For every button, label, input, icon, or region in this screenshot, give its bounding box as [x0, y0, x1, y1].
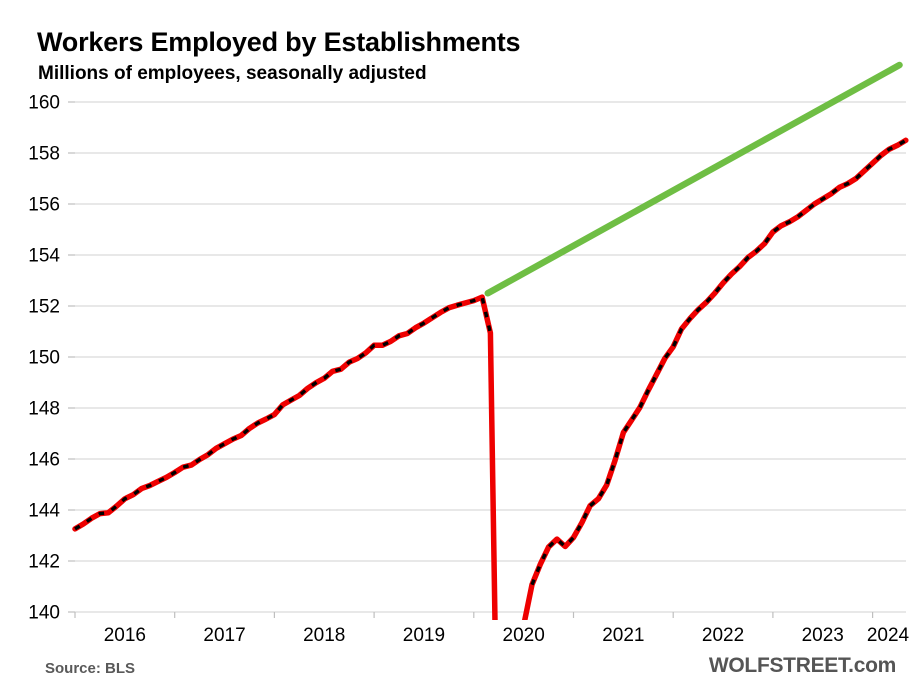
payroll-line — [72, 137, 909, 620]
x-tick-label: 2018 — [303, 625, 345, 646]
y-tick-label: 156 — [28, 195, 60, 216]
x-tick-label: 2022 — [702, 625, 744, 646]
y-tick-label: 146 — [28, 450, 60, 471]
x-tick-label: 2021 — [602, 625, 644, 646]
x-tick-label: 2017 — [203, 625, 245, 646]
x-tick-label: 2024 — [867, 625, 910, 646]
watermark-label: WOLFSTREET.com — [708, 654, 896, 677]
x-axis-labels: 2016 2017 2018 2019 2020 2021 2022 2023 2024 — [104, 625, 910, 646]
payroll-line-dash-overlay — [74, 295, 493, 531]
x-tick-label: 2023 — [802, 625, 844, 646]
payroll-line-dash-overlay — [530, 138, 907, 586]
chart-title: Workers Employed by Establishments — [37, 27, 521, 57]
source-label: Source: BLS — [45, 660, 136, 677]
y-tick-label: 154 — [28, 246, 60, 267]
trend-line — [484, 61, 903, 297]
x-tick-label: 2019 — [403, 625, 445, 646]
chart-subtitle: Millions of employees, seasonally adjust… — [38, 63, 427, 84]
y-tick-label: 140 — [28, 603, 60, 624]
y-tick-label: 150 — [28, 348, 60, 369]
y-tick-label: 158 — [28, 144, 60, 165]
y-tick-label: 144 — [28, 501, 60, 522]
axis-tick-marks — [68, 101, 874, 618]
y-tick-label: 152 — [28, 297, 60, 318]
y-tick-label: 148 — [28, 399, 60, 420]
y-axis-labels: 140 142 144 146 148 150 152 154 156 158 160 — [28, 93, 60, 624]
y-tick-label: 142 — [28, 552, 60, 573]
y-tick-label: 160 — [28, 93, 60, 114]
x-tick-label: 2016 — [104, 625, 146, 646]
x-tick-label: 2020 — [503, 625, 545, 646]
